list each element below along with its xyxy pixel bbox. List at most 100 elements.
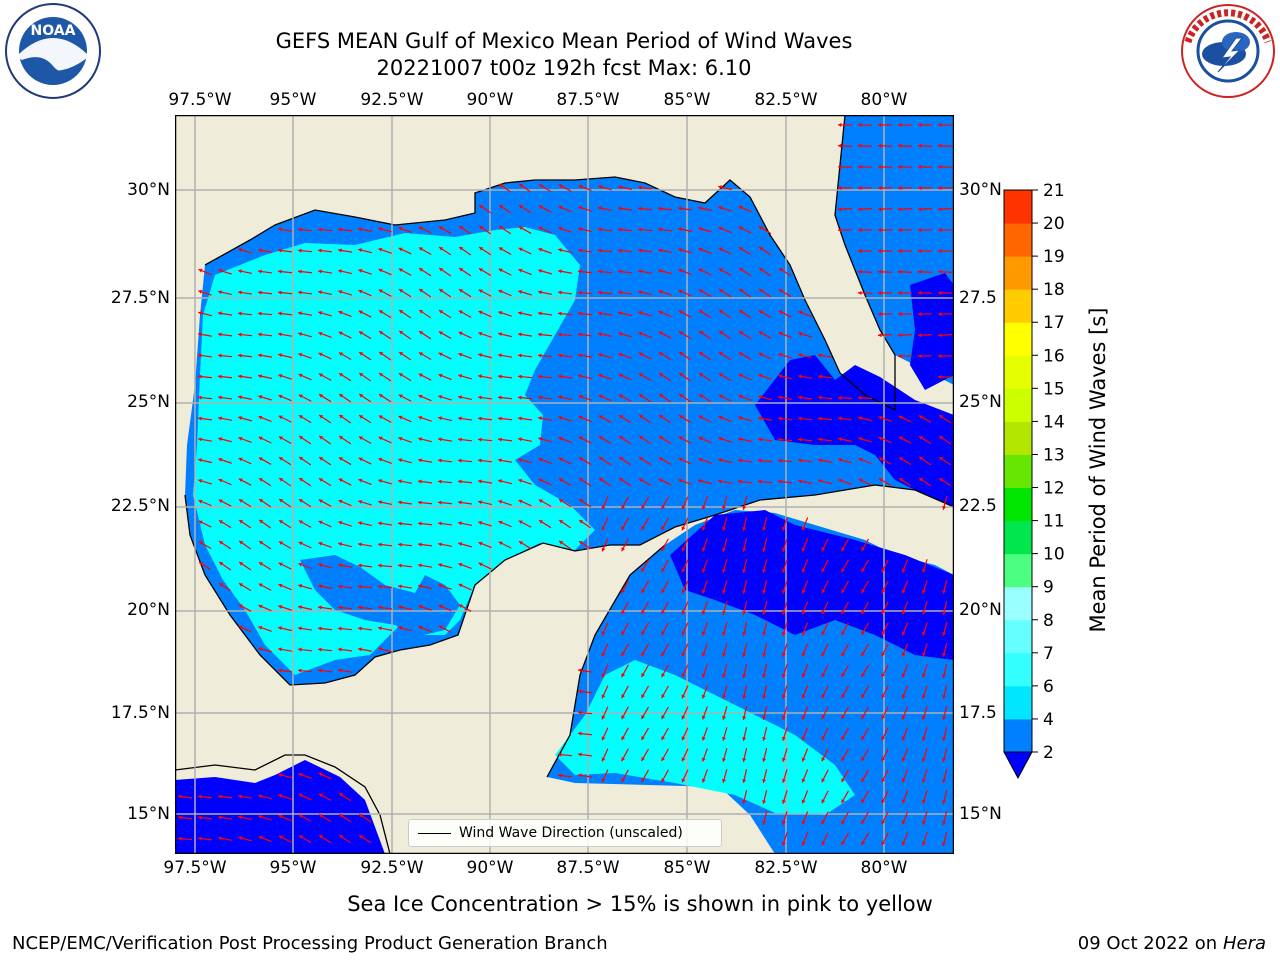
wind-arrow-head <box>578 415 583 420</box>
wind-arrow-head <box>558 269 562 274</box>
wind-arrow-head <box>841 652 846 657</box>
wind-arrow-head <box>942 736 947 741</box>
wind-arrow-head <box>722 589 727 594</box>
wind-arrow-head <box>781 652 786 657</box>
wind-arrow-head <box>558 332 562 337</box>
lat-tick-right: 30°N <box>959 180 1002 200</box>
colorbar-segment <box>1004 388 1032 422</box>
wind-arrow-head <box>942 673 947 678</box>
wind-arrow-head <box>499 226 504 230</box>
lat-tick-left: 27.5°N <box>110 288 170 308</box>
wind-arrow-head <box>722 694 727 699</box>
lat-tick-right: 17.5 <box>959 703 997 723</box>
wind-arrow-head <box>681 547 686 552</box>
wind-arrow-head <box>278 248 282 253</box>
wind-arrow-head <box>821 778 826 783</box>
wind-arrow-head <box>338 457 343 461</box>
wind-arrow-head <box>519 205 524 209</box>
wind-arrow-head <box>722 778 727 783</box>
wind-arrow-head <box>478 479 482 484</box>
wind-arrow-head <box>438 500 442 505</box>
lat-tick-left: 20°N <box>127 600 170 620</box>
wind-arrow-head <box>762 694 767 699</box>
wind-arrow-head <box>601 631 606 636</box>
wind-arrow-head <box>278 353 283 358</box>
wind-arrow-head <box>921 778 926 783</box>
wind-arrow-head <box>821 757 826 762</box>
wind-arrow-head <box>378 605 382 610</box>
wind-arrow-head <box>238 836 243 841</box>
wind-arrow-head <box>878 228 882 233</box>
wind-arrow-head <box>318 772 323 777</box>
wind-arrow-head <box>638 185 642 190</box>
wind-arrow-head <box>701 673 706 678</box>
wind-arrow-head <box>838 122 842 127</box>
wind-arrow-head <box>821 589 826 594</box>
wind-arrow-head <box>681 652 686 657</box>
wind-arrow-head <box>458 331 463 336</box>
colorbar-segment <box>1004 190 1032 224</box>
wind-arrow-head <box>279 457 284 461</box>
wind-arrow-head <box>598 415 603 420</box>
wind-arrow-head <box>718 458 723 463</box>
wind-arrow-head <box>338 499 343 504</box>
wind-arrow-head <box>921 568 926 573</box>
wind-arrow-head <box>601 778 606 783</box>
lon-tick-top: 85°W <box>663 90 711 110</box>
wind-arrow-head <box>558 773 562 778</box>
wind-arrow-head <box>319 394 324 398</box>
wind-arrow-head <box>398 521 402 526</box>
wind-arrow-head <box>238 604 243 609</box>
wind-arrow-head <box>921 589 926 594</box>
wind-arrow-head <box>199 562 204 566</box>
wind-arrow-head <box>358 310 363 315</box>
sea-ice-note: Sea Ice Concentration > 15% is shown in … <box>347 892 933 916</box>
wind-arrow-head <box>918 164 922 169</box>
wind-arrow-head <box>661 778 666 783</box>
wind-arrow-head <box>641 757 645 762</box>
wind-arrow-head <box>821 820 826 825</box>
wind-arrow-head <box>438 604 443 609</box>
wind-arrow-head <box>318 331 323 336</box>
wind-arrow-head <box>539 184 544 188</box>
map-panel <box>175 115 954 854</box>
wind-arrow-head <box>518 499 523 504</box>
wind-arrow-head <box>641 778 645 783</box>
wind-arrow-head <box>638 269 642 274</box>
wind-arrow-head <box>358 542 362 547</box>
wind-arrow-head <box>359 373 364 377</box>
wind-arrow-head <box>861 610 866 615</box>
wind-arrow-head <box>438 521 442 526</box>
wind-arrow-head <box>418 437 423 442</box>
wind-arrow-head <box>298 352 303 357</box>
wind-arrow-head <box>258 415 263 420</box>
wind-arrow-head <box>641 652 645 657</box>
wind-arrow-head <box>418 394 423 399</box>
wind-arrow-head <box>681 694 686 699</box>
wind-arrow-head <box>858 416 862 421</box>
wind-arrow-head <box>621 715 626 720</box>
wind-arrow-head <box>238 311 242 316</box>
wind-arrow-head <box>218 290 222 295</box>
wind-arrow-head <box>821 652 826 657</box>
wind-arrow-head <box>678 478 683 483</box>
wind-arrow-head <box>881 694 886 699</box>
wind-arrow-head <box>801 841 806 846</box>
wind-arrow-head <box>478 437 482 442</box>
wind-arrow-head <box>738 437 742 442</box>
wind-arrow-head <box>298 541 303 546</box>
wind-arrow-head <box>298 520 303 525</box>
wind-arrow-head <box>661 757 666 762</box>
wind-arrow-head <box>318 647 322 652</box>
wind-arrow-head <box>781 631 786 636</box>
wind-arrow-head <box>718 268 723 272</box>
wind-arrow-head <box>758 331 763 336</box>
wind-arrow-head <box>818 437 822 442</box>
wind-arrow-head <box>801 736 806 741</box>
wind-arrow-head <box>878 333 882 338</box>
wind-arrow-head <box>299 835 304 839</box>
wind-arrow-head <box>618 248 622 253</box>
wind-arrow-head <box>278 668 282 673</box>
wind-arrow-head <box>921 652 926 657</box>
wind-arrow-head <box>601 736 606 741</box>
